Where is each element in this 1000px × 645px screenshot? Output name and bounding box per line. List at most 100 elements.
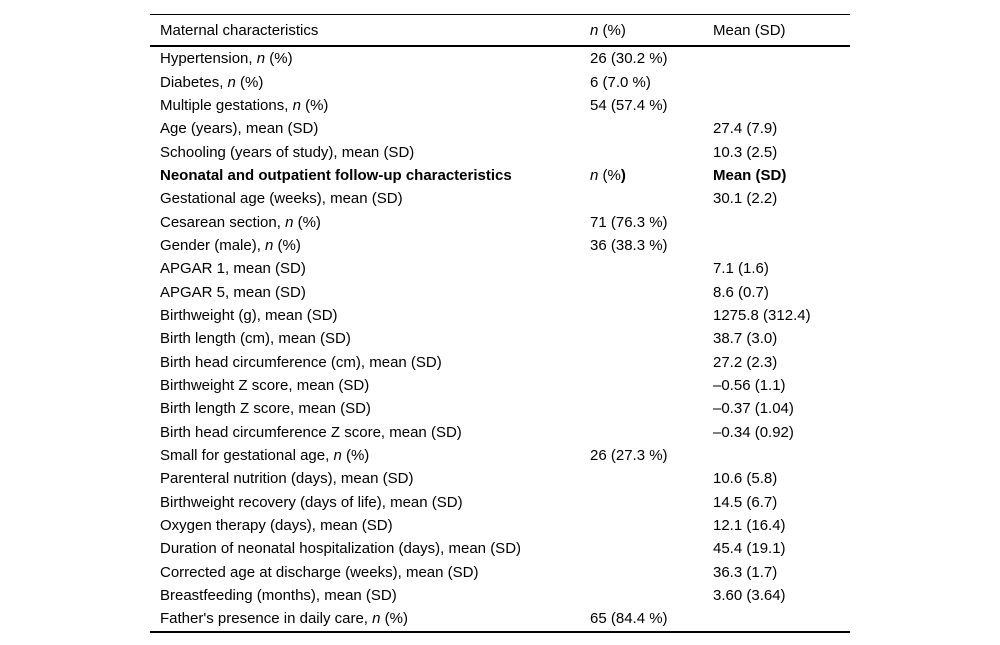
cell-characteristic-label: Diabetes, n (%) [160,73,264,91]
cell-characteristic-label: Schooling (years of study), mean (SD) [160,143,415,161]
cell-characteristic-label: APGAR 1, mean (SD) [160,260,306,278]
table-row: Birthweight Z score, mean (SD) –0.56 (1.1… [150,374,850,397]
cell-characteristic-label: Birth length (cm), mean (SD) [160,330,351,348]
table-row: Duration of neonatal hospitalization (da… [150,537,850,560]
table-row: Schooling (years of study), mean (SD) 10.… [150,140,850,163]
cell-mean-sd-value [713,444,850,467]
cell-characteristic-label: Birthweight (g), mean (SD) [160,306,338,324]
table-body: Hypertension, n (%) 26 (30.2 %) Diabetes, … [150,46,850,632]
cell-mean-sd-value: 10.3 (2.5) [713,143,778,161]
cell-mean-sd-value: 45.4 (19.1) [713,540,786,558]
cell-mean-sd-value: 3.60 (3.64) [713,587,786,605]
cell-n-percent-value [590,561,713,584]
table-section-header-row: Neonatal and outpatient follow-up charac… [150,164,850,187]
cell-n-percent-value [590,117,713,140]
cell-characteristic-label: Age (years), mean (SD) [160,120,319,138]
cell-characteristic-label: Father's presence in daily care, n (%) [160,610,408,628]
cell-n-percent-value: 65 (84.4 %) [590,610,668,628]
cell-characteristic-label: Small for gestational age, n (%) [160,447,370,465]
cell-n-percent-value [590,467,713,490]
cell-mean-sd-value: 27.4 (7.9) [713,120,778,138]
cell-n-percent-value: 6 (7.0 %) [590,73,651,91]
cell-characteristic-label: Neonatal and outpatient follow-up charac… [160,166,512,184]
cell-mean-sd-value [713,210,850,233]
cell-mean-sd-value: 7.1 (1.6) [713,260,769,278]
table-row: Gender (male), n (%) 36 (38.3 %) [150,234,850,257]
cell-n-percent-value [590,350,713,373]
cell-characteristic-label: Hypertension, n (%) [160,50,293,68]
cell-characteristic-label: Duration of neonatal hospitalization (da… [160,540,522,558]
table-row: Corrected age at discharge (weeks), mean… [150,561,850,584]
cell-n-percent-value [590,140,713,163]
cell-n-percent-value: n (%) [590,166,626,184]
table-row: APGAR 5, mean (SD) 8.6 (0.7) [150,280,850,303]
cell-characteristic-label: Multiple gestations, n (%) [160,96,329,114]
cell-n-percent-value [590,280,713,303]
cell-n-percent-value [590,304,713,327]
cell-mean-sd-value: 14.5 (6.7) [713,493,778,511]
cell-characteristic-label: Birthweight recovery (days of life), mea… [160,493,463,511]
table-row: Birthweight (g), mean (SD) 1275.8 (312.4) [150,304,850,327]
table-row: Age (years), mean (SD) 27.4 (7.9) [150,117,850,140]
cell-characteristic-label: APGAR 5, mean (SD) [160,283,306,301]
cell-n-percent-value [590,397,713,420]
cell-mean-sd-value: 36.3 (1.7) [713,563,778,581]
table-row: APGAR 1, mean (SD) 7.1 (1.6) [150,257,850,280]
cell-n-percent-value [590,491,713,514]
table-row: Small for gestational age, n (%) 26 (27.3… [150,444,850,467]
table-row: Father's presence in daily care, n (%) 65… [150,607,850,631]
cell-n-percent-value: 26 (27.3 %) [590,447,668,465]
table-row: Birthweight recovery (days of life), mea… [150,491,850,514]
cell-characteristic-label: Gestational age (weeks), mean (SD) [160,190,403,208]
maternal-characteristics-table: Maternal characteristics n (%) Mean (SD)… [150,14,850,633]
table-row: Hypertension, n (%) 26 (30.2 %) [150,46,850,70]
table-row: Oxygen therapy (days), mean (SD) 12.1 (16… [150,514,850,537]
cell-mean-sd-value: 8.6 (0.7) [713,283,769,301]
column-header-mean-sd: Mean (SD) [713,14,850,47]
cell-mean-sd-value [713,46,850,70]
cell-mean-sd-value: Mean (SD) [713,166,787,184]
cell-n-percent-value [590,374,713,397]
cell-mean-sd-value [713,94,850,117]
table-row: Birth length Z score, mean (SD) –0.37 (1.… [150,397,850,420]
table-row: Breastfeeding (months), mean (SD) 3.60 (3… [150,584,850,607]
table-row: Birth head circumference (cm), mean (SD)… [150,350,850,373]
cell-mean-sd-value: 12.1 (16.4) [713,517,786,535]
cell-n-percent-value [590,257,713,280]
column-header-n-percent: n (%) [590,14,713,47]
cell-mean-sd-value: –0.56 (1.1) [713,376,786,394]
cell-n-percent-value [590,537,713,560]
cell-mean-sd-value [713,607,850,631]
cell-characteristic-label: Parenteral nutrition (days), mean (SD) [160,470,414,488]
table-row: Diabetes, n (%) 6 (7.0 %) [150,70,850,93]
cell-n-percent-value: 36 (38.3 %) [590,236,668,254]
cell-n-percent-value [590,327,713,350]
table-row: Cesarean section, n (%) 71 (76.3 %) [150,210,850,233]
cell-characteristic-label: Corrected age at discharge (weeks), mean… [160,563,479,581]
cell-characteristic-label: Birth head circumference (cm), mean (SD) [160,353,442,371]
cell-n-percent-value [590,584,713,607]
cell-mean-sd-value: 38.7 (3.0) [713,330,778,348]
table-row: Parenteral nutrition (days), mean (SD) 10… [150,467,850,490]
cell-characteristic-label: Cesarean section, n (%) [160,213,321,231]
cell-mean-sd-value: 1275.8 (312.4) [713,306,811,324]
cell-characteristic-label: Gender (male), n (%) [160,236,301,254]
table-header-row: Maternal characteristics n (%) Mean (SD) [150,14,850,47]
table-row: Birth head circumference Z score, mean (… [150,421,850,444]
cell-characteristic-label: Oxygen therapy (days), mean (SD) [160,517,393,535]
cell-mean-sd-value: 30.1 (2.2) [713,190,778,208]
cell-n-percent-value [590,421,713,444]
cell-characteristic-label: Birthweight Z score, mean (SD) [160,376,370,394]
table-row: Birth length (cm), mean (SD) 38.7 (3.0) [150,327,850,350]
cell-mean-sd-value: –0.37 (1.04) [713,400,794,418]
table-row: Gestational age (weeks), mean (SD) 30.1 (… [150,187,850,210]
cell-characteristic-label: Birth head circumference Z score, mean (… [160,423,462,441]
cell-n-percent-value [590,187,713,210]
table-row: Multiple gestations, n (%) 54 (57.4 %) [150,94,850,117]
cell-n-percent-value: 54 (57.4 %) [590,96,668,114]
cell-mean-sd-value: 27.2 (2.3) [713,353,778,371]
cell-mean-sd-value: –0.34 (0.92) [713,423,794,441]
cell-mean-sd-value [713,70,850,93]
cell-characteristic-label: Breastfeeding (months), mean (SD) [160,587,397,605]
